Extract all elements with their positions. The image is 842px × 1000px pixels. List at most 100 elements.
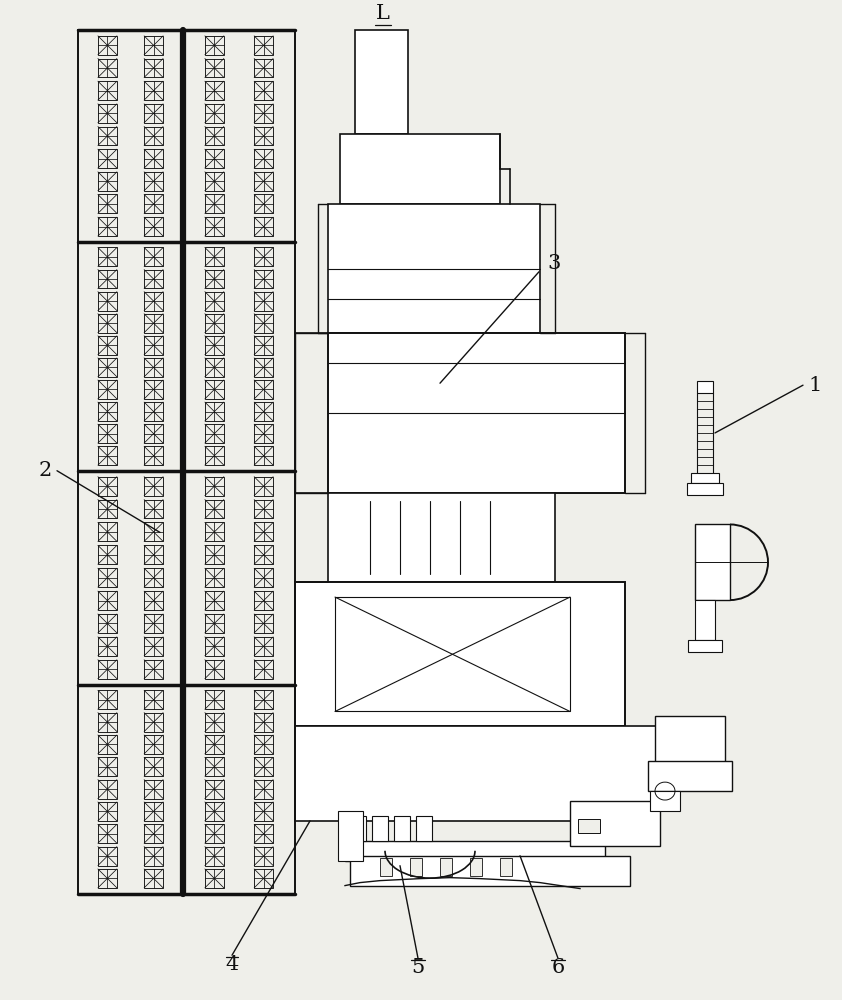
Bar	[144, 292, 163, 311]
Bar	[254, 802, 273, 821]
Bar	[205, 424, 224, 443]
Bar	[98, 847, 117, 866]
Bar	[98, 270, 117, 288]
Bar	[394, 816, 410, 841]
Bar	[410, 858, 422, 876]
Bar	[98, 149, 117, 168]
Bar	[697, 381, 713, 393]
Bar	[254, 59, 273, 77]
Bar	[205, 81, 224, 100]
Bar	[254, 824, 273, 843]
Bar	[205, 757, 224, 776]
Bar	[144, 500, 163, 518]
Bar	[183, 30, 295, 894]
Bar	[470, 858, 482, 876]
Bar	[340, 134, 500, 204]
Bar	[570, 801, 660, 846]
Bar	[144, 660, 163, 679]
Bar	[205, 292, 224, 311]
Bar	[144, 614, 163, 633]
Bar	[205, 380, 224, 399]
Bar	[144, 149, 163, 168]
Bar	[205, 802, 224, 821]
Bar	[144, 713, 163, 732]
Bar	[254, 660, 273, 679]
Bar	[254, 780, 273, 799]
Bar	[78, 30, 183, 894]
Bar	[144, 735, 163, 754]
Bar	[98, 292, 117, 311]
Bar	[205, 247, 224, 266]
Bar	[254, 247, 273, 266]
Bar	[254, 446, 273, 465]
Bar	[254, 336, 273, 355]
Bar	[338, 811, 363, 861]
Bar	[144, 402, 163, 421]
Bar	[144, 869, 163, 888]
Bar	[144, 380, 163, 399]
Bar	[98, 500, 117, 518]
Bar	[144, 194, 163, 213]
Bar	[205, 824, 224, 843]
Bar	[650, 791, 680, 811]
Bar	[254, 477, 273, 496]
Bar	[144, 81, 163, 100]
Bar	[687, 483, 723, 495]
Bar	[205, 591, 224, 610]
Bar	[205, 104, 224, 123]
Bar	[205, 847, 224, 866]
Bar	[205, 314, 224, 333]
Bar	[98, 424, 117, 443]
Bar	[205, 402, 224, 421]
Bar	[254, 194, 273, 213]
Bar	[98, 314, 117, 333]
Bar	[144, 217, 163, 236]
Bar	[205, 869, 224, 888]
Bar	[144, 847, 163, 866]
Bar	[254, 292, 273, 311]
Bar	[205, 545, 224, 564]
Bar	[144, 757, 163, 776]
Bar	[295, 582, 625, 726]
Bar	[144, 314, 163, 333]
Text: 3: 3	[547, 254, 561, 273]
Bar	[335, 597, 570, 711]
Bar	[205, 735, 224, 754]
Bar	[98, 217, 117, 236]
Bar	[205, 194, 224, 213]
Bar	[205, 522, 224, 541]
Bar	[98, 735, 117, 754]
Bar	[98, 522, 117, 541]
Bar	[254, 713, 273, 732]
Bar	[98, 336, 117, 355]
Bar	[205, 780, 224, 799]
Bar	[98, 568, 117, 587]
Bar	[98, 802, 117, 821]
Bar	[144, 522, 163, 541]
Bar	[254, 127, 273, 145]
Bar	[254, 869, 273, 888]
Bar	[144, 172, 163, 191]
Bar	[350, 856, 630, 886]
Text: 5: 5	[412, 958, 424, 977]
Bar	[205, 127, 224, 145]
Bar	[98, 757, 117, 776]
Bar	[98, 194, 117, 213]
Bar	[98, 713, 117, 732]
Bar	[144, 591, 163, 610]
Bar	[254, 270, 273, 288]
Bar	[254, 424, 273, 443]
Bar	[254, 735, 273, 754]
Bar	[144, 247, 163, 266]
Bar	[205, 336, 224, 355]
Bar	[695, 524, 730, 600]
Bar	[144, 446, 163, 465]
Bar	[205, 36, 224, 55]
Bar	[98, 690, 117, 709]
Bar	[254, 637, 273, 656]
Bar	[98, 637, 117, 656]
Bar	[144, 336, 163, 355]
Bar	[98, 104, 117, 123]
Bar	[205, 477, 224, 496]
Bar	[98, 247, 117, 266]
